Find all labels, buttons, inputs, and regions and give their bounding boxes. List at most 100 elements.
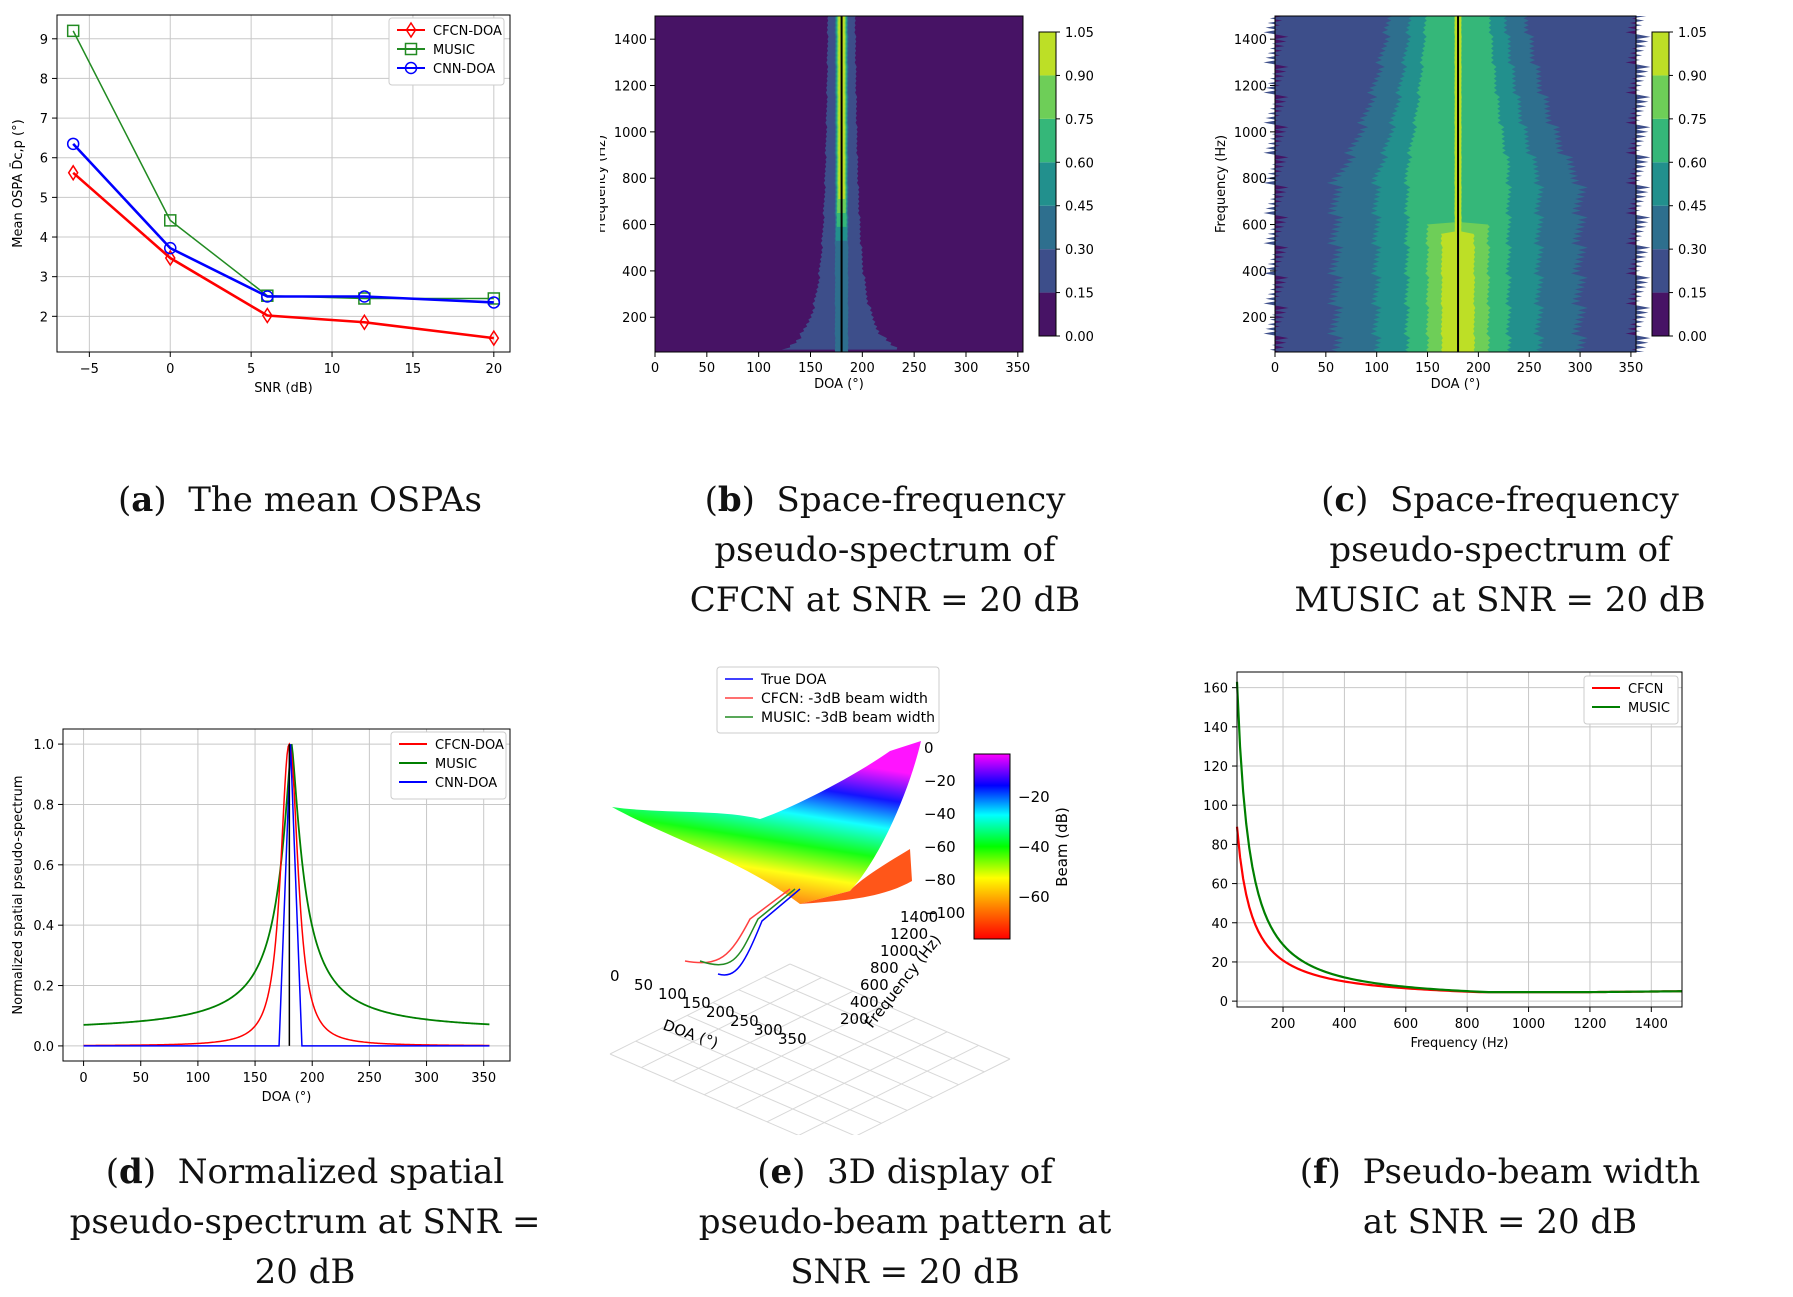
x-tick-label: 250 — [1517, 361, 1542, 376]
y-tick-label: 6 — [40, 152, 48, 167]
y-axis-label: Frequency (Hz) — [1214, 135, 1229, 233]
chart-f-beam-width: 200 400 600 800 1000 1200 1400 0 20 40 60 80 100 120 1… — [1195, 671, 1683, 1051]
plot-frame — [1274, 15, 1637, 353]
floor-gridline — [798, 1044, 979, 1135]
colorbar-tick-label: −60 — [1018, 888, 1050, 906]
legend-label: CNN-DOA — [433, 62, 495, 77]
y-tick-label: 80 — [1211, 838, 1228, 853]
x-tick-label: 100 — [1364, 361, 1389, 376]
y-tick-label: 3 — [40, 271, 48, 286]
colorbar-tick-label: 0.15 — [1065, 287, 1094, 302]
y-tick-label: 140 — [1203, 721, 1228, 736]
data-point-cnn-doa — [487, 296, 501, 309]
x-tick-label: 20 — [486, 362, 503, 377]
plot-frame — [62, 728, 511, 1062]
caption-d: (d) Normalized spatial pseudo-spectrum a… — [69, 1152, 541, 1292]
x-tick-label: 150 — [682, 994, 711, 1012]
y-tick-label: 1000 — [614, 126, 647, 141]
colorbar-tick-label: −40 — [1018, 838, 1050, 856]
caption-f: (f) Pseudo-beam width at SNR = 20 dB — [1299, 1152, 1701, 1242]
y-axis-label: Normalized spatial pseudo-spectrum — [11, 775, 26, 1014]
y-tick-label: 1000 — [880, 942, 918, 960]
caption-c: (c) Space-frequency pseudo-spectrum of M… — [1294, 480, 1706, 620]
legend-label: CNN-DOA — [435, 776, 497, 791]
colorbar-band — [1652, 118, 1669, 163]
y-tick-label: 800 — [1242, 172, 1267, 187]
floor-gridline — [661, 1027, 882, 1124]
y-axis-label: Frequency (Hz) — [600, 135, 609, 233]
x-axis-label: DOA (°) — [1431, 377, 1481, 392]
colorbar-band — [1652, 292, 1669, 336]
x-tick-label: 10 — [324, 362, 341, 377]
series-line-cfcn — [1235, 826, 1683, 994]
x-tick-label: 350 — [1619, 361, 1644, 376]
colorbar-tick-label: 1.05 — [1678, 26, 1707, 41]
x-tick-label: 100 — [746, 361, 771, 376]
colorbar-tick-label: 0.60 — [1678, 156, 1707, 171]
colorbar-tick-label: 1.05 — [1065, 26, 1094, 41]
x-tick-label: 800 — [1455, 1017, 1480, 1032]
x-tick-label: 400 — [1332, 1017, 1357, 1032]
x-tick-label: 0 — [166, 362, 174, 377]
data-point-cfcn-doa — [359, 313, 370, 331]
floor-gridline — [641, 977, 822, 1069]
legend-label: CFCN-DOA — [433, 24, 502, 39]
data-point-cfcn-doa — [164, 249, 176, 267]
floor-gridline — [704, 1004, 885, 1096]
x-tick-label: 150 — [243, 1071, 268, 1086]
x-axis-label: DOA (°) — [814, 377, 864, 392]
legend-label: MUSIC: -3dB beam width — [761, 710, 935, 726]
data-point-cnn-doa — [66, 137, 80, 151]
x-tick-label: 0 — [1271, 361, 1279, 376]
x-tick-label: 150 — [798, 361, 823, 376]
colorbar-band — [1039, 249, 1056, 293]
y-tick-label: 0.0 — [33, 1040, 54, 1055]
y-tick-label: 0.4 — [33, 919, 54, 934]
x-tick-label: 50 — [699, 361, 716, 376]
y-tick-label: 20 — [1211, 956, 1228, 971]
legend-marker — [405, 21, 417, 39]
x-tick-label: 300 — [414, 1071, 439, 1086]
y-tick-label: 600 — [860, 976, 889, 994]
x-tick-label: 600 — [1393, 1017, 1418, 1032]
series-line-cfcn-doa — [83, 742, 490, 1047]
y-axis-label: -3dB beam width (°) — [1195, 774, 1196, 906]
z-tick-label: −20 — [924, 772, 956, 790]
caption-a: (a) The mean OSPAs — [118, 480, 482, 520]
data-point-music — [487, 292, 501, 305]
colorbar-band — [1039, 292, 1056, 336]
colorbar-tick-label: 0.00 — [1678, 330, 1707, 345]
beam-surface — [612, 741, 921, 904]
y-tick-label: 60 — [1211, 878, 1228, 893]
y-axis-label: Mean OSPA D̄c,p (°) — [11, 119, 26, 247]
legend-marker — [404, 61, 418, 75]
data-point-cfcn-doa — [261, 307, 273, 324]
y-tick-label: 1200 — [890, 925, 928, 943]
colorbar-frame — [1038, 31, 1057, 337]
legend-box — [716, 666, 940, 734]
y-tick-label: 0.8 — [33, 798, 54, 813]
series-line-cnn-doa — [83, 744, 490, 1047]
cfcn-beamwidth-line — [684, 888, 791, 964]
colorbar-band — [1652, 32, 1669, 76]
colorbar-tick-label: 0.30 — [1678, 243, 1707, 258]
series-line-music — [83, 743, 490, 1026]
z-tick-label: −60 — [924, 838, 956, 856]
y-tick-label: 0.2 — [33, 980, 54, 995]
z-tick-label: 0 — [924, 739, 934, 757]
floor-gridline — [764, 976, 985, 1073]
data-point-cnn-doa — [164, 241, 177, 255]
y-tick-label: 400 — [1242, 265, 1267, 280]
data-point-cnn-doa — [261, 290, 274, 303]
y-tick-label: 200 — [1242, 311, 1267, 326]
z-tick-label: −40 — [924, 805, 956, 823]
x-tick-label: 250 — [902, 361, 927, 376]
y-tick-label: 600 — [1242, 219, 1267, 234]
floor-gridline — [635, 1040, 855, 1135]
y-tick-label: 4 — [40, 231, 48, 246]
y-tick-label: 40 — [1211, 917, 1228, 932]
floor-gridline — [766, 1031, 948, 1123]
x-tick-label: 50 — [1318, 361, 1335, 376]
legend-label: CFCN — [1628, 682, 1663, 697]
